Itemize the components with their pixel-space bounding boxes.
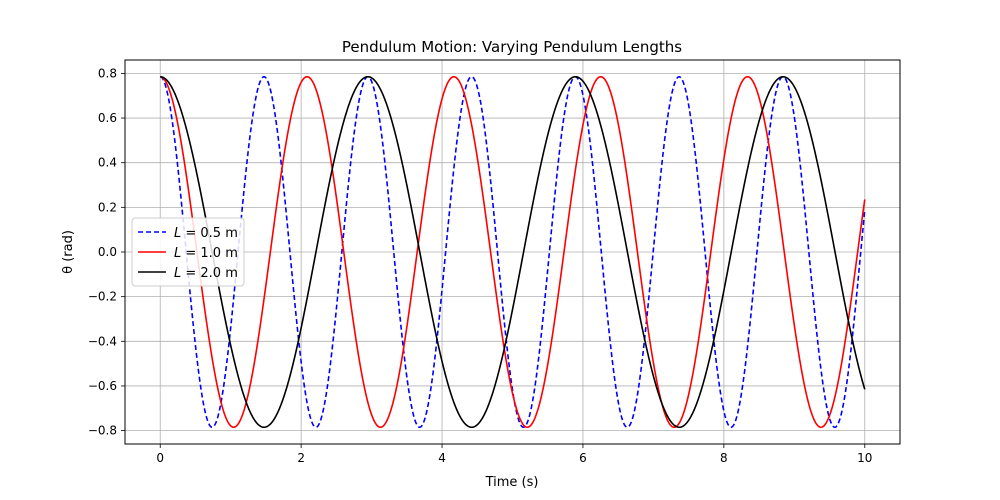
y-axis-ticks: −0.8 −0.6 −0.4 −0.2 0.0 0.2 0.4 0.6 0.8	[88, 66, 125, 438]
x-axis-ticks: 0 2 4 6 8 10	[156, 444, 872, 465]
y-tick-label: −0.8	[88, 424, 117, 438]
y-tick-label: 0.2	[98, 200, 117, 214]
y-tick-label: −0.2	[88, 290, 117, 304]
y-tick-label: 0.6	[98, 111, 117, 125]
legend-box	[131, 217, 245, 287]
series-line-2	[160, 75, 866, 429]
legend-label-3: L = 2.0 m	[174, 266, 238, 281]
x-tick-label: 4	[438, 451, 446, 465]
y-tick-label: −0.4	[88, 334, 117, 348]
x-tick-label: 2	[297, 451, 305, 465]
y-tick-label: 0.0	[98, 245, 117, 259]
x-tick-label: 10	[857, 451, 872, 465]
x-axis-label: Time (s)	[485, 475, 539, 490]
chart-title: Pendulum Motion: Varying Pendulum Length…	[342, 38, 682, 56]
y-tick-label: 0.4	[98, 156, 117, 170]
x-tick-label: 8	[720, 451, 728, 465]
y-axis-label: θ (rad)	[61, 230, 76, 274]
legend-label-2: L = 1.0 m	[174, 246, 238, 261]
x-tick-label: 6	[579, 451, 587, 465]
y-tick-label: −0.6	[88, 379, 117, 393]
x-tick-label: 0	[156, 451, 164, 465]
legend-label-1: L = 0.5 m	[174, 226, 238, 241]
series-lines	[160, 75, 866, 429]
y-tick-label: 0.8	[98, 66, 117, 80]
legend: L = 0.5 m L = 1.0 m L = 2.0 m	[131, 217, 245, 287]
series-line-3	[160, 75, 866, 429]
